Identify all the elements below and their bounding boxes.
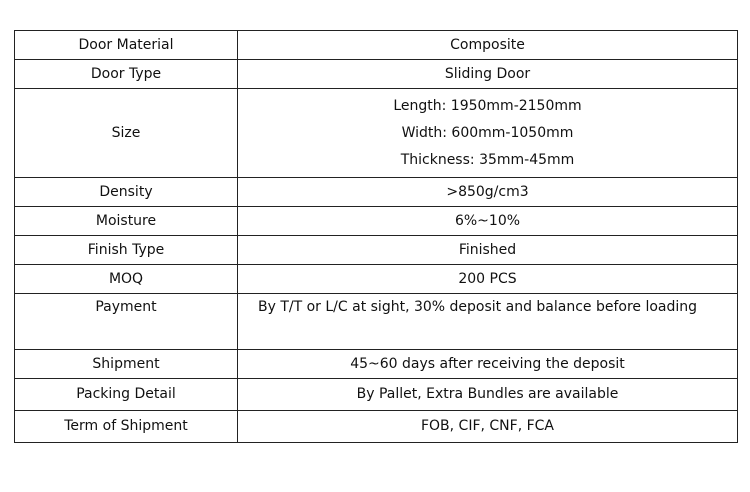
row-value: Finished: [237, 235, 738, 265]
row-label: Density: [14, 177, 238, 207]
row-value: Composite: [237, 30, 738, 60]
row-value: 200 PCS: [237, 264, 738, 294]
size-length: Length: 1950mm-2150mm: [393, 97, 582, 114]
row-value: 6%~10%: [237, 206, 738, 236]
table-row: Moisture 6%~10%: [14, 206, 738, 236]
row-label: Packing Detail: [14, 378, 238, 411]
spec-table: Door Material Composite Door Type Sliding …: [14, 30, 738, 443]
row-label: Term of Shipment: [14, 410, 238, 443]
table-row: Size Length: 1950mm-2150mm Width: 600mm-…: [14, 88, 738, 178]
row-label: Door Type: [14, 59, 238, 89]
size-thickness: Thickness: 35mm-45mm: [400, 151, 575, 168]
row-label: Size: [14, 88, 238, 178]
table-row: Payment By T/T or L/C at sight, 30% depos…: [14, 293, 738, 350]
row-value: By T/T or L/C at sight, 30% deposit and …: [237, 293, 738, 350]
row-label: Finish Type: [14, 235, 238, 265]
table-row: Term of Shipment FOB, CIF, CNF, FCA: [14, 410, 738, 443]
row-label: MOQ: [14, 264, 238, 294]
row-label: Door Material: [14, 30, 238, 60]
row-value: 45~60 days after receiving the deposit: [237, 349, 738, 379]
row-value: >850g/cm3: [237, 177, 738, 207]
row-value: Sliding Door: [237, 59, 738, 89]
row-value: Length: 1950mm-2150mm Width: 600mm-1050m…: [237, 88, 738, 178]
table-row: Packing Detail By Pallet, Extra Bundles a…: [14, 378, 738, 411]
row-label: Moisture: [14, 206, 238, 236]
table-row: Door Type Sliding Door: [14, 59, 738, 89]
row-label: Shipment: [14, 349, 238, 379]
row-label: Payment: [14, 293, 238, 350]
table-row: Door Material Composite: [14, 30, 738, 60]
row-value: FOB, CIF, CNF, FCA: [237, 410, 738, 443]
row-value: By Pallet, Extra Bundles are available: [237, 378, 738, 411]
table-row: Finish Type Finished: [14, 235, 738, 265]
table-row: Density >850g/cm3: [14, 177, 738, 207]
size-width: Width: 600mm-1050mm: [401, 124, 574, 141]
table-row: Shipment 45~60 days after receiving the d…: [14, 349, 738, 379]
table-row: MOQ 200 PCS: [14, 264, 738, 294]
